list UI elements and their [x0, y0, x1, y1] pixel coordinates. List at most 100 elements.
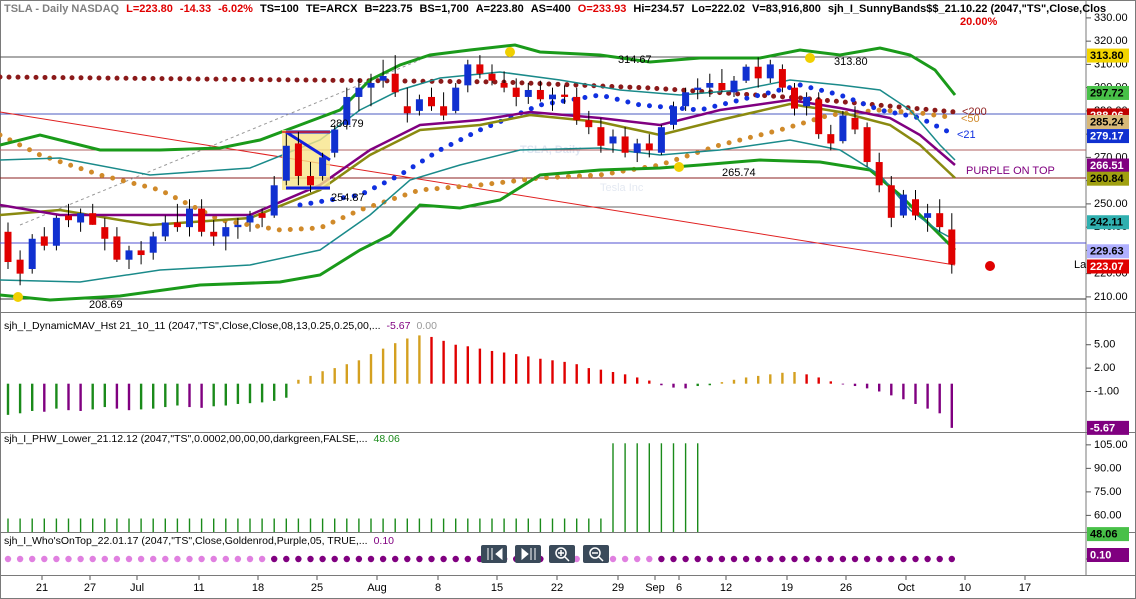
candle-body — [766, 64, 774, 79]
who-on-top-dot — [258, 555, 266, 563]
bar — [648, 443, 650, 532]
header-item: Hi=234.57 — [633, 3, 684, 15]
candle-body — [428, 96, 435, 107]
candle-body — [803, 96, 811, 107]
histogram-bar — [950, 383, 953, 428]
histogram-bar — [490, 350, 494, 384]
histogram-bar — [575, 364, 578, 384]
bar — [321, 518, 324, 532]
indicator-value: -5.67 — [387, 320, 411, 332]
candle-body — [258, 213, 266, 218]
histogram-bar — [67, 383, 70, 411]
histogram-bar — [805, 374, 808, 384]
who-on-top-dot — [234, 555, 242, 563]
bar — [576, 518, 578, 532]
candle-body — [924, 213, 932, 218]
toolbar — [481, 545, 609, 563]
candle-body — [40, 236, 48, 246]
tag-label: -5.67 — [1090, 422, 1115, 434]
histogram-bar — [176, 383, 179, 406]
candle-body — [730, 80, 738, 93]
candle-body — [282, 145, 290, 181]
who-on-top-dot — [29, 555, 36, 563]
signal-dot — [805, 53, 815, 63]
candle-body — [173, 222, 181, 228]
bar — [551, 518, 554, 532]
x-tick-label: Oct — [897, 582, 914, 594]
who-on-top-dot — [658, 555, 665, 563]
candle-body — [633, 143, 641, 153]
dot-ma-50 — [0, 107, 958, 233]
tag-label: 48.06 — [1090, 529, 1118, 541]
bar — [684, 443, 687, 532]
candle-body — [670, 106, 677, 125]
annotation: 313.80 — [834, 56, 868, 68]
header-item: BS=1,700 — [419, 3, 468, 15]
bar — [503, 518, 505, 532]
candle-body — [16, 259, 24, 274]
tag-label: 297.72 — [1090, 87, 1124, 99]
candle-body — [657, 127, 665, 153]
who-on-top-dot — [851, 555, 859, 563]
histogram-bar — [454, 344, 457, 384]
candle-body — [875, 162, 883, 186]
histogram-bar — [103, 383, 106, 408]
who-on-top-dot — [210, 555, 217, 563]
tag-box — [1087, 420, 1129, 435]
who-on-top-dot — [222, 555, 229, 563]
histogram-bar — [769, 374, 772, 384]
who-on-top-dot — [416, 555, 423, 563]
histogram-bar — [188, 383, 191, 408]
x-tick-label: 12 — [720, 582, 732, 594]
candle-body — [561, 94, 569, 97]
histogram-bar — [648, 380, 651, 384]
histogram-bar — [430, 336, 433, 384]
histogram-bar — [139, 383, 143, 410]
candle-body — [101, 227, 109, 239]
bar — [140, 518, 142, 532]
annotation: 254.87 — [331, 192, 365, 204]
histogram-bar — [152, 383, 155, 409]
bar — [79, 518, 82, 532]
zoom-out-button[interactable] — [583, 545, 609, 563]
who-on-top-dot — [452, 555, 459, 563]
scroll-left-button[interactable] — [481, 545, 507, 563]
y-tick-label: 320.00 — [1094, 35, 1128, 47]
bar — [104, 518, 106, 532]
bar — [285, 518, 287, 532]
histogram-bar — [515, 354, 518, 384]
candle-body — [343, 96, 351, 125]
price-tag: 242.11 — [1087, 215, 1129, 230]
histogram-bar — [91, 383, 94, 410]
who-on-top-dot — [827, 555, 834, 563]
indicator-value: 48.06 — [374, 433, 400, 445]
histogram-bar — [248, 383, 252, 404]
price-tag: 313.80 — [1087, 48, 1129, 63]
who-on-top-dot — [355, 555, 363, 563]
annotation: 265.74 — [722, 167, 756, 179]
zoom-in-button[interactable] — [549, 545, 575, 563]
who-on-top-dot — [888, 555, 895, 563]
histogram-bar — [6, 383, 10, 415]
who-on-top-dot — [573, 555, 580, 563]
bar — [19, 518, 21, 532]
histogram-bar — [926, 383, 929, 409]
candle-body — [367, 82, 375, 88]
who-on-top-dot — [718, 555, 726, 563]
price-tag: 297.72 — [1087, 85, 1129, 100]
histogram-bar — [55, 383, 58, 409]
candle-body — [403, 106, 411, 114]
candle-body — [77, 213, 85, 223]
candle-body — [355, 87, 363, 97]
histogram-bar — [43, 383, 46, 412]
dot-ma-21 — [297, 82, 958, 208]
bar — [237, 518, 239, 532]
who-on-top-dot — [863, 555, 871, 563]
histogram-bar — [406, 338, 409, 384]
candle-body — [887, 185, 895, 218]
price-tag: 279.17 — [1087, 129, 1129, 144]
bar — [225, 518, 227, 532]
histogram-bar — [212, 383, 215, 407]
lower-inner-band — [0, 139, 956, 283]
